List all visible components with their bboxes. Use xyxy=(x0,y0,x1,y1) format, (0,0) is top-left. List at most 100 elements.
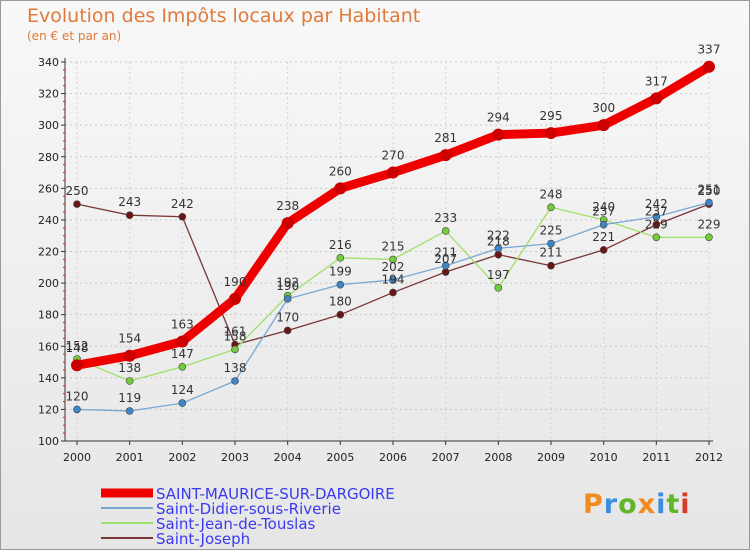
data-point xyxy=(439,149,452,162)
brand-letter: i xyxy=(656,489,667,520)
data-point xyxy=(389,276,397,284)
y-tick-label: 200 xyxy=(38,277,59,290)
data-label: 170 xyxy=(276,310,299,324)
data-label: 197 xyxy=(487,268,510,282)
data-point xyxy=(705,198,713,207)
data-label: 148 xyxy=(66,341,89,355)
x-tick-label: 2010 xyxy=(590,451,618,464)
x-tick-label: 2006 xyxy=(379,451,407,464)
data-label: 221 xyxy=(592,230,615,244)
x-tick-label: 2003 xyxy=(221,451,249,464)
data-point xyxy=(389,288,397,297)
data-label: 250 xyxy=(698,184,721,198)
data-label: 215 xyxy=(382,239,405,253)
data-label: 158 xyxy=(224,329,247,343)
data-point xyxy=(125,377,134,385)
y-tick-label: 240 xyxy=(38,214,59,227)
data-point xyxy=(336,280,345,289)
y-tick-label: 220 xyxy=(38,246,59,259)
data-label: 337 xyxy=(698,43,721,57)
data-point xyxy=(597,119,610,132)
data-label: 138 xyxy=(224,361,247,375)
data-label: 243 xyxy=(118,195,141,209)
y-tick-label: 100 xyxy=(38,435,59,448)
data-point xyxy=(652,212,661,221)
brand-letter: P xyxy=(583,489,604,520)
y-tick-label: 320 xyxy=(38,88,59,101)
data-point xyxy=(73,405,81,414)
data-label: 119 xyxy=(118,391,141,405)
y-tick-label: 300 xyxy=(38,119,59,132)
data-point xyxy=(387,166,399,179)
data-label: 192 xyxy=(276,276,299,290)
data-label: 294 xyxy=(487,111,510,125)
data-label: 300 xyxy=(592,101,615,115)
data-label: 222 xyxy=(487,228,510,242)
data-point xyxy=(545,127,557,140)
y-tick-label: 280 xyxy=(38,151,59,164)
legend-label: Saint-Didier-sous-Riverie xyxy=(156,500,341,518)
brand-logo: Proxiti xyxy=(583,489,691,520)
data-label: 202 xyxy=(382,260,405,274)
data-point xyxy=(334,182,347,195)
data-label: 225 xyxy=(540,224,563,238)
x-tick-label: 2001 xyxy=(116,451,144,464)
data-point xyxy=(283,295,292,303)
x-tick-label: 2009 xyxy=(537,451,565,464)
data-point xyxy=(336,310,345,319)
data-point xyxy=(71,359,83,372)
data-point xyxy=(650,92,663,105)
x-tick-label: 2000 xyxy=(63,451,91,464)
x-tick-label: 2002 xyxy=(168,451,196,464)
data-label: 317 xyxy=(645,74,668,88)
data-label: 161 xyxy=(224,325,247,339)
data-point xyxy=(494,244,503,253)
data-label: 240 xyxy=(592,200,615,214)
brand-letter: x xyxy=(637,489,657,520)
data-label: 229 xyxy=(645,217,668,231)
data-point xyxy=(494,284,503,292)
data-label: 190 xyxy=(276,279,299,293)
x-tick-label: 2008 xyxy=(484,451,512,464)
data-label: 229 xyxy=(698,217,721,231)
data-label: 163 xyxy=(171,318,194,332)
data-label: 238 xyxy=(276,199,299,213)
data-point xyxy=(281,217,294,230)
data-point xyxy=(229,292,241,305)
y-tick-label: 160 xyxy=(38,340,59,353)
data-point xyxy=(231,345,239,354)
brand-letter: o xyxy=(618,489,638,520)
data-point xyxy=(178,212,187,221)
data-label: 260 xyxy=(329,164,352,178)
data-label: 248 xyxy=(540,187,563,201)
data-point xyxy=(494,250,503,259)
y-tick-label: 140 xyxy=(38,372,59,385)
data-label: 250 xyxy=(66,184,89,198)
y-tick-label: 260 xyxy=(38,182,59,195)
data-label: 242 xyxy=(171,197,194,211)
data-point xyxy=(703,60,715,73)
data-label: 207 xyxy=(434,252,457,266)
data-label: 270 xyxy=(382,149,405,163)
data-point xyxy=(336,254,345,262)
chart-title: Evolution des Impôts locaux par Habitant xyxy=(27,5,421,27)
x-tick-label: 2012 xyxy=(695,451,723,464)
data-point xyxy=(652,220,661,229)
legend-label: Saint-Jean-de-Touslas xyxy=(156,515,316,533)
data-label: 233 xyxy=(434,211,457,225)
data-label: 180 xyxy=(329,295,352,309)
data-label: 147 xyxy=(171,347,194,361)
y-tick-label: 340 xyxy=(38,56,59,69)
data-point xyxy=(547,239,555,248)
data-label: 295 xyxy=(540,109,563,123)
data-point xyxy=(547,203,555,212)
data-point xyxy=(441,261,450,270)
y-tick-label: 180 xyxy=(38,309,59,322)
data-point xyxy=(178,362,187,371)
data-label: 211 xyxy=(540,246,563,260)
data-label: 237 xyxy=(645,205,668,219)
data-point xyxy=(125,211,134,219)
data-label: 242 xyxy=(645,197,668,211)
